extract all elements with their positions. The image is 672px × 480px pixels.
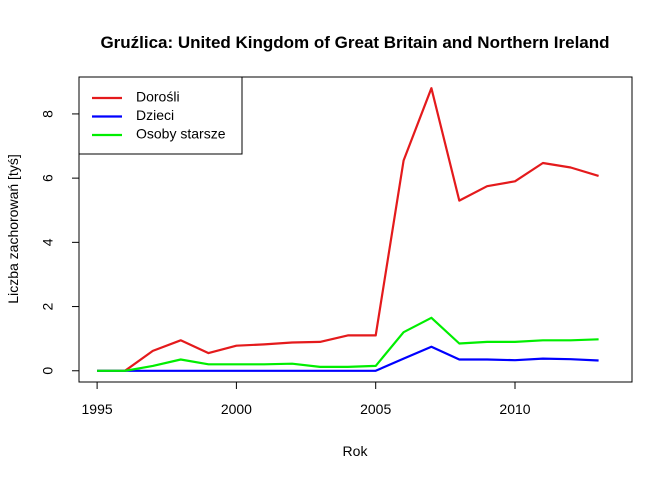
legend-label: Osoby starsze xyxy=(136,126,226,142)
y-axis-label: Liczba zachorowań [tyś] xyxy=(5,154,21,303)
x-tick-label: 2000 xyxy=(221,401,252,417)
legend-label: Dzieci xyxy=(136,107,174,123)
x-tick-label: 2005 xyxy=(360,401,391,417)
x-axis: 1995 2000 2005 2010 xyxy=(82,381,531,417)
legend: Dorośli Dzieci Osoby starsze xyxy=(78,76,243,155)
series-line xyxy=(97,345,599,372)
y-tick-label: 4 xyxy=(40,238,56,246)
y-tick-label: 6 xyxy=(40,174,56,182)
y-tick-label: 8 xyxy=(40,110,56,118)
series-line xyxy=(97,316,599,372)
y-tick-label: 2 xyxy=(40,302,56,310)
series-lines xyxy=(97,87,599,372)
x-tick-label: 2010 xyxy=(499,401,530,417)
legend-label: Dorośli xyxy=(136,89,180,105)
y-tick-label: 0 xyxy=(40,367,56,375)
y-axis: 0 2 4 6 8 xyxy=(40,110,80,375)
x-axis-label: Rok xyxy=(343,443,369,459)
chart-title: Gruźlica: United Kingdom of Great Britai… xyxy=(100,33,609,52)
series-line xyxy=(97,87,599,372)
x-tick-label: 1995 xyxy=(82,401,113,417)
